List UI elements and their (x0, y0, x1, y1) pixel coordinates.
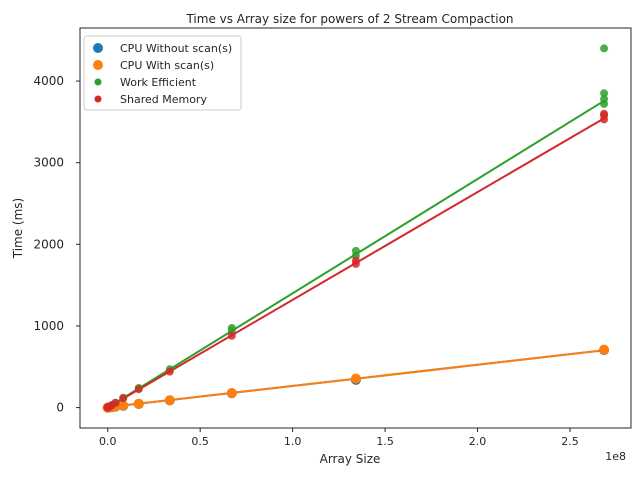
y-tick-label: 3000 (33, 156, 64, 170)
x-tick-label: 2.0 (469, 435, 487, 448)
x-tick-label: 1.0 (284, 435, 302, 448)
data-point (600, 109, 609, 118)
legend-label: CPU With scan(s) (120, 59, 214, 72)
data-point (227, 324, 236, 332)
legend-marker (94, 95, 102, 103)
x-tick-label: 2.5 (561, 435, 579, 448)
data-point (164, 395, 175, 406)
x-tick-label: 0.0 (99, 435, 117, 448)
data-point (111, 399, 120, 408)
x-axis-offset-label: 1e8 (605, 450, 626, 463)
x-axis-label: Array Size (320, 452, 381, 466)
legend-frame (83, 35, 242, 111)
legend-label: CPU Without scan(s) (120, 42, 232, 55)
data-point (118, 400, 129, 411)
y-tick-label: 4000 (33, 74, 64, 88)
x-axis-ticks: 0.0 0.5 1.0 1.5 2.0 2.5 (99, 428, 579, 448)
legend: CPU Without scan(s) CPU With scan(s) Work … (83, 35, 242, 111)
data-point (600, 44, 609, 53)
data-point (600, 95, 609, 104)
x-tick-label: 0.5 (191, 435, 209, 448)
data-point (226, 388, 237, 399)
legend-label: Work Efficient (120, 76, 197, 89)
data-point (351, 256, 360, 265)
data-point (227, 331, 236, 340)
plot-frame (79, 27, 632, 429)
chart-title: Time vs Array size for powers of 2 Strea… (185, 12, 513, 26)
legend-label: Shared Memory (120, 93, 207, 106)
y-tick-label: 1000 (33, 319, 64, 333)
data-point (165, 367, 174, 376)
data-point (599, 344, 610, 355)
data-point (119, 394, 128, 403)
y-tick-label: 0 (56, 401, 64, 415)
legend-marker (93, 60, 103, 70)
data-point (133, 398, 144, 409)
data-point (600, 89, 609, 98)
legend-marker (94, 78, 102, 86)
x-tick-label: 1.5 (376, 435, 394, 448)
data-markers (102, 44, 610, 413)
data-point (350, 373, 361, 384)
data-point (351, 246, 360, 255)
y-axis-label: Time (ms) (11, 198, 25, 260)
y-axis-ticks: 0 1000 2000 3000 4000 (33, 74, 80, 415)
legend-marker (93, 43, 103, 53)
y-tick-label: 2000 (33, 237, 64, 251)
data-point (134, 385, 143, 394)
